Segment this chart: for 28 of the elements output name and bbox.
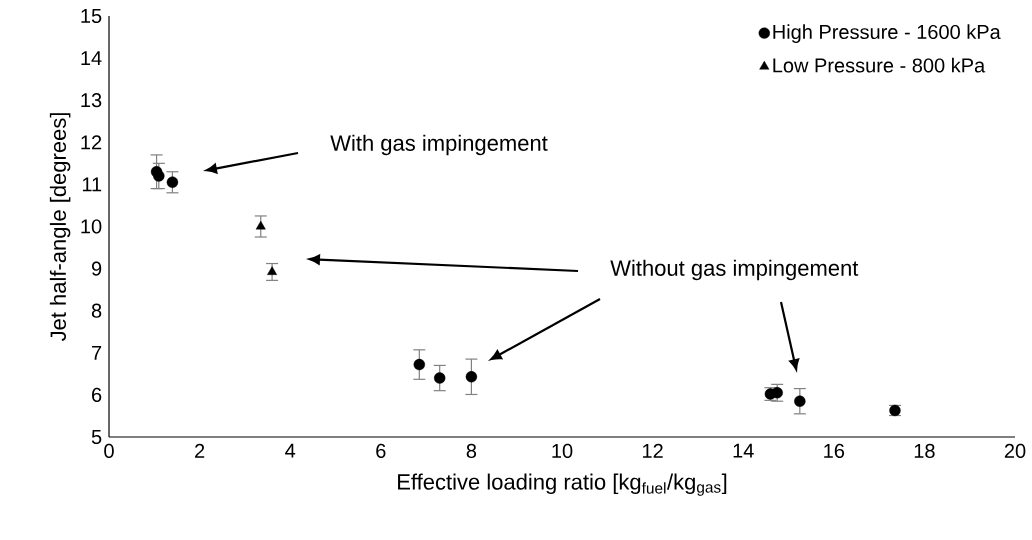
y-tick-label: 15	[81, 9, 102, 23]
x-tick-label: 20	[1004, 443, 1026, 459]
annotation: Without gas impingement	[610, 259, 859, 281]
y-tick-label: 12	[81, 135, 102, 150]
x-axis-title: Effective loading ratio [kg$_{fuel}$/kg$_{gas}$]	[398, 473, 727, 496]
y-tick-label: 5	[91, 430, 102, 444]
y-tick-label: 14	[81, 51, 102, 65]
x-tick-label: 6	[376, 443, 386, 459]
y-tick-label: 7	[92, 345, 102, 360]
x-tick-label: 4	[285, 443, 296, 458]
legend-label: Low Pressure - 800 kPa	[773, 57, 986, 73]
x-tick-label: 18	[914, 443, 935, 459]
annotation: With gas impingement	[330, 134, 548, 156]
y-tick-label: 11	[82, 177, 102, 192]
y-tick-label: 8	[91, 303, 102, 318]
y-axis-title: Jet half-angle [degrees]	[49, 113, 71, 342]
x-tick-label: 16	[824, 443, 845, 459]
y-tick-label: 10	[81, 219, 102, 234]
x-tick-label: 2	[195, 443, 205, 458]
x-tick-label: 8	[466, 443, 477, 459]
y-tick-label: 9	[91, 261, 102, 276]
x-tick-label: 14	[733, 443, 754, 458]
x-tick-label: 10	[552, 443, 573, 459]
x-tick-label: 12	[643, 443, 663, 458]
y-tick-label: 13	[81, 93, 102, 108]
legend-label: High Pressure - 1600 kPa	[773, 24, 1001, 44]
y-tick-label: 6	[92, 387, 102, 402]
x-tick-label: 0	[104, 443, 114, 459]
